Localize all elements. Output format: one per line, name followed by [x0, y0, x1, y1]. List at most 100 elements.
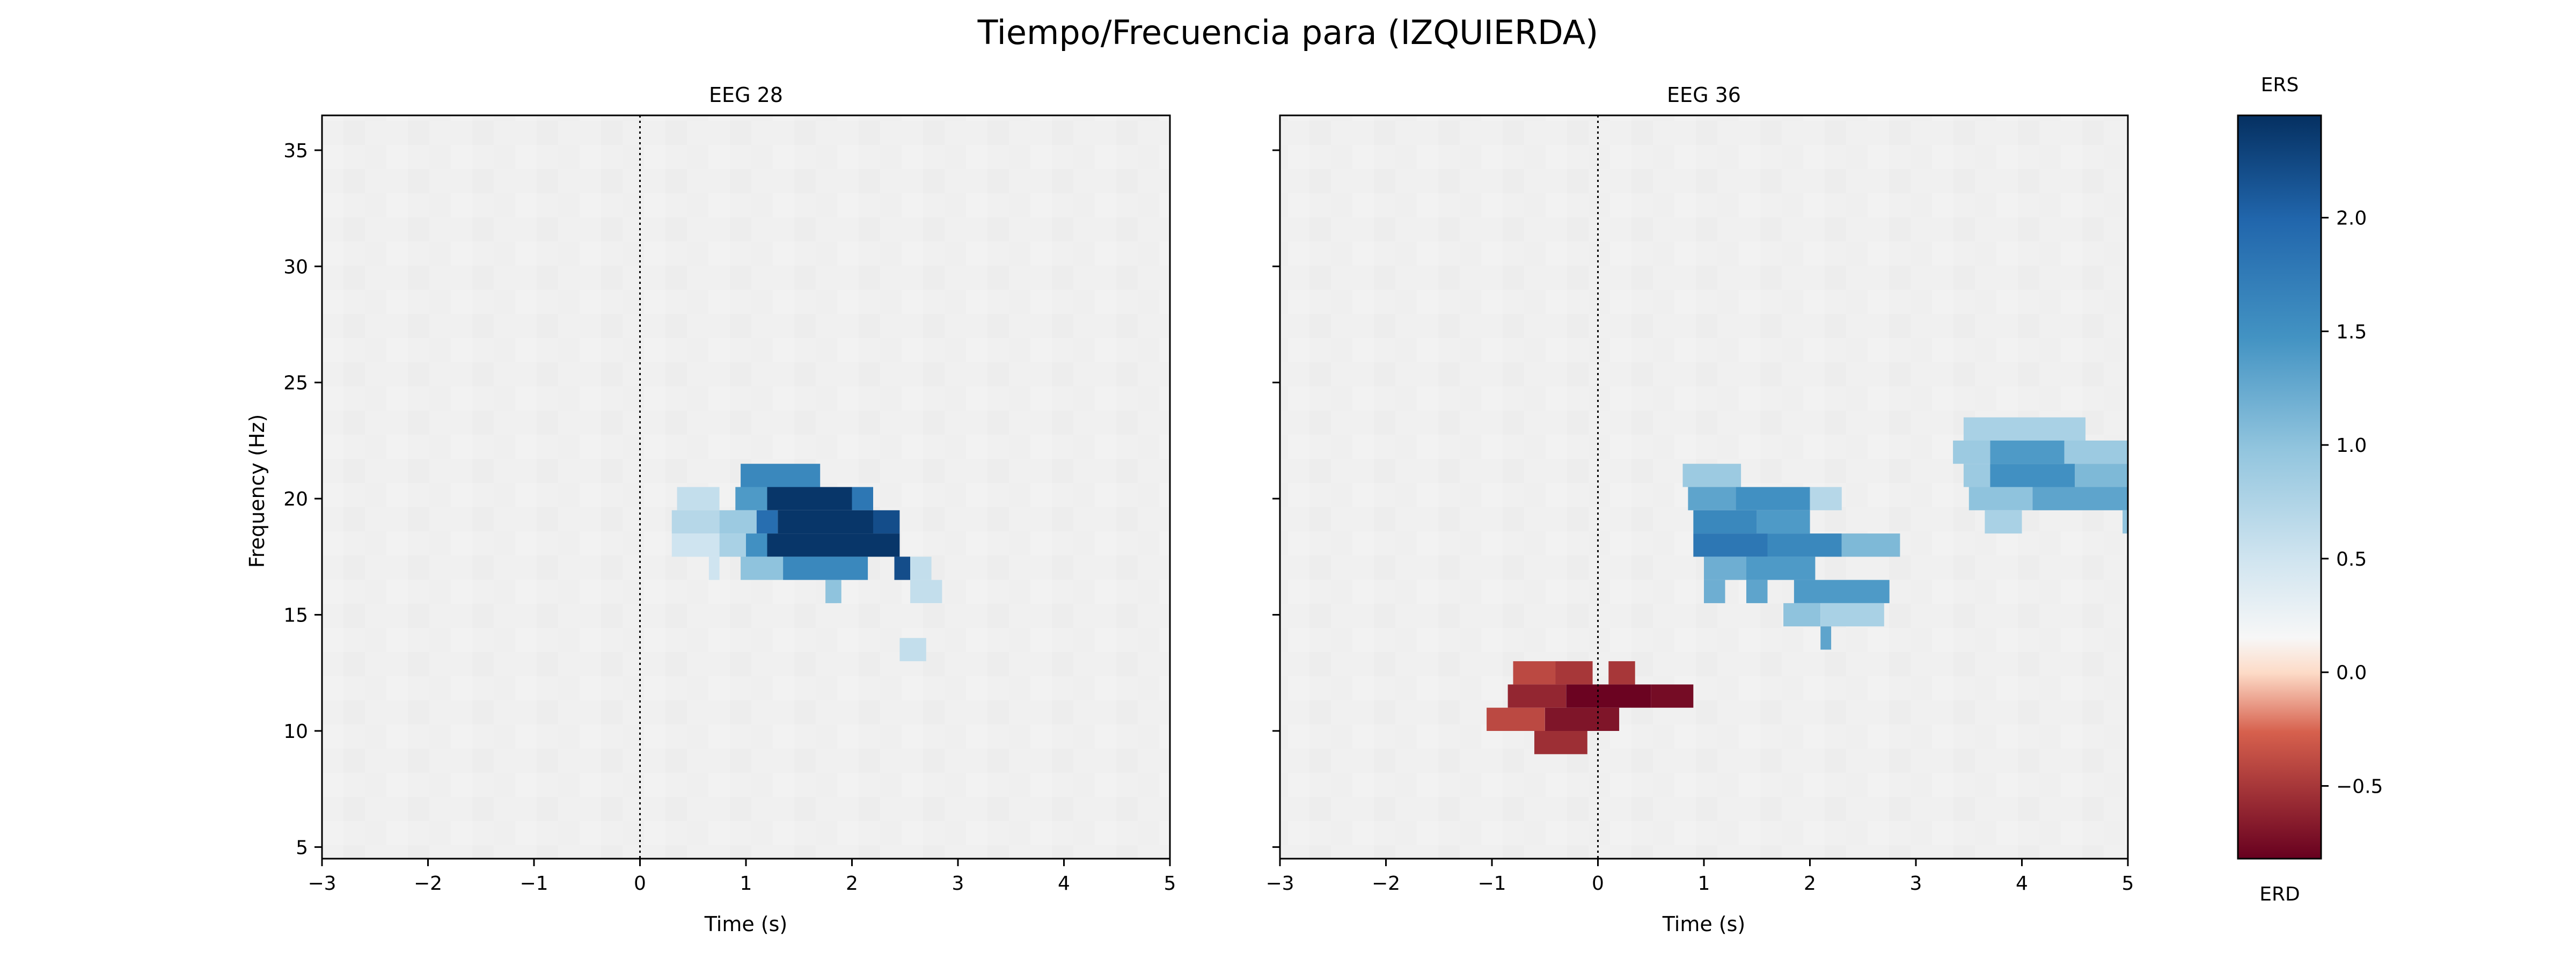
heatmap-cell [1736, 487, 1810, 510]
heatmap-cell [1953, 440, 1990, 464]
heatmap-cell [1820, 603, 1884, 627]
heatmap-cell [1783, 603, 1821, 627]
heatmap-cell [746, 533, 767, 557]
heatmap-cell [1704, 557, 1746, 580]
heatmap-cell [719, 510, 757, 534]
colorbar-tick-label: −0.5 [2336, 775, 2383, 797]
y-tick-label: 30 [283, 256, 308, 278]
x-tick-label: −1 [519, 873, 548, 895]
x-tick-label: 5 [1164, 873, 1176, 895]
colorbar: ERS 2.0 1.5 1.0 0.5 0.0 −0.5 ERD [2237, 74, 2383, 905]
x-tick-label: 2 [846, 873, 858, 895]
x-tick-label: 4 [1058, 873, 1070, 895]
heatmap-cell [1794, 580, 1890, 603]
x-tick-label: 4 [2016, 873, 2028, 895]
colorbar-gradient [2237, 114, 2322, 860]
heatmap-area: −3 −2 −1 0 1 2 3 4 5 [1265, 114, 2134, 895]
panel-eeg-28: EEG 28 −3 −2 −1 0 1 2 3 4 5 5 10 15 20 25 30 35 Time (s… [245, 83, 1176, 936]
x-tick-label: −3 [1265, 873, 1294, 895]
heatmap-cell [852, 487, 873, 510]
colorbar-tick-label: 1.5 [2336, 321, 2367, 343]
heatmap-cell [1990, 464, 2075, 487]
heatmap-cell [1545, 707, 1620, 731]
x-tick-label: −2 [1372, 873, 1400, 895]
x-tick-label: 1 [740, 873, 752, 895]
x-tick-label: −1 [1477, 873, 1506, 895]
y-axis-label: Frequency (Hz) [245, 414, 269, 568]
x-tick-label: 0 [634, 873, 646, 895]
heatmap-cell [741, 464, 821, 487]
heatmap-cell [1513, 661, 1556, 685]
x-tick-label: 2 [1804, 873, 1816, 895]
heatmap-cell [1767, 533, 1842, 557]
y-tick-label: 10 [283, 721, 308, 743]
heatmap-cell [1566, 684, 1651, 708]
heatmap-cell [708, 557, 720, 580]
x-axis-label: Time (s) [1662, 912, 1746, 936]
heatmap-cell [1555, 661, 1593, 685]
y-tick-label: 20 [283, 488, 308, 510]
heatmap-cell [1682, 464, 1741, 487]
heatmap-cell [1841, 533, 1900, 557]
heatmap-cell [1757, 510, 1810, 534]
heatmap-cell [1487, 707, 1545, 731]
heatmap-cell [2123, 510, 2128, 534]
figure-title: Tiempo/Frecuencia para (IZQUIERDA) [977, 13, 1599, 52]
panel-eeg-36: EEG 36 −3 −2 −1 0 1 2 3 4 5 Time (s) [1265, 83, 2134, 936]
heatmap-cell [1746, 557, 1816, 580]
y-tick-label: 35 [283, 140, 308, 162]
heatmap-cell [767, 487, 852, 510]
y-tick-label: 15 [283, 605, 308, 627]
heatmap-cell [1534, 731, 1587, 755]
heatmap-cell [910, 580, 942, 603]
heatmap-cell [1693, 510, 1757, 534]
heatmap-cell [1985, 510, 2022, 534]
heatmap-cell [1968, 487, 2033, 510]
colorbar-bottom-label: ERD [2259, 883, 2300, 905]
heatmap-cell [1990, 440, 2065, 464]
x-tick-label: 3 [952, 873, 964, 895]
heatmap-cell [671, 533, 720, 557]
heatmap-cell [825, 580, 841, 603]
panel-title: EEG 36 [1667, 83, 1741, 107]
heatmap-cell [735, 487, 767, 510]
heatmap-cell [1688, 487, 1736, 510]
heatmap-cell [677, 487, 720, 510]
heatmap-cell [1608, 661, 1635, 685]
heatmap-cell [2075, 464, 2128, 487]
heatmap-cell [1704, 580, 1725, 603]
heatmap-cell [1963, 464, 1990, 487]
heatmap-cell [910, 557, 932, 580]
colorbar-tick-label: 2.0 [2336, 208, 2367, 230]
heatmap-area: −3 −2 −1 0 1 2 3 4 5 5 10 15 20 25 30 35 [283, 114, 1176, 895]
heatmap-cell [2064, 440, 2128, 464]
x-tick-label: 1 [1698, 873, 1710, 895]
x-tick-label: 3 [1910, 873, 1922, 895]
x-tick-label: −2 [414, 873, 442, 895]
colorbar-top-label: ERS [2261, 74, 2299, 96]
heatmap-cell [2032, 487, 2128, 510]
heatmap-cell [1820, 626, 1832, 650]
y-tick-label: 25 [283, 372, 308, 394]
heatmap-cell [719, 533, 746, 557]
heatmap-cell [1746, 580, 1768, 603]
y-tick-label: 5 [296, 837, 308, 859]
heatmap-cell [756, 510, 778, 534]
colorbar-tick-label: 0.5 [2336, 548, 2367, 570]
x-axis-label: Time (s) [704, 912, 788, 936]
heatmap-cell [741, 557, 784, 580]
heatmap-cell [783, 557, 868, 580]
colorbar-ticks: 2.0 1.5 1.0 0.5 0.0 −0.5 [2321, 208, 2383, 797]
x-tick-label: −3 [308, 873, 336, 895]
heatmap-cell [767, 533, 900, 557]
heatmap-cell [1810, 487, 1842, 510]
heatmap-cell [873, 510, 900, 534]
panel-title: EEG 28 [709, 83, 783, 107]
heatmap-cell [671, 510, 720, 534]
heatmap-cell [1693, 533, 1768, 557]
heatmap-cell [899, 638, 926, 662]
heatmap-cell [1651, 684, 1694, 708]
colorbar-tick-label: 1.0 [2336, 435, 2367, 457]
heatmap-cell [1507, 684, 1567, 708]
